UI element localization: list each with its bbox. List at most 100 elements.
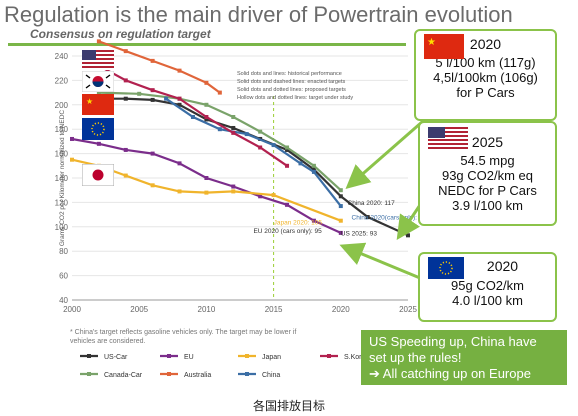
legend-marker: [245, 354, 249, 358]
data-point: [311, 169, 316, 174]
chart-line-style-note: Solid dots and dashed lines: enacted tar…: [237, 79, 345, 85]
data-point: [123, 96, 128, 101]
banner-line: ➔ All catching up on Europe: [369, 366, 531, 381]
eu-callout-line: 4.0 l/100 km: [452, 293, 523, 308]
us-callout-line: 54.5 mpg: [460, 153, 515, 168]
legend-marker: [327, 354, 331, 358]
y-tick-label: 100: [55, 223, 69, 232]
data-point: [285, 163, 290, 168]
legend-marker: [87, 372, 91, 376]
chart-line-style-note: Solid dots and dotted lines: proposed ta…: [237, 87, 346, 93]
y-tick-label: 200: [55, 101, 69, 110]
data-point: [258, 194, 263, 199]
chart-footnote: * China's target reflects gasoline vehic…: [70, 328, 370, 346]
eu-callout: 2020 95g CO2/km 4.0 l/100 km: [418, 252, 557, 322]
chart-line-style-note: Hollow dots and dotted lines: target und…: [237, 95, 353, 101]
data-point: [338, 218, 343, 223]
data-point: [204, 117, 209, 122]
data-point: [338, 230, 343, 235]
data-point: [217, 127, 222, 132]
data-point: [177, 102, 182, 107]
y-tick-label: 80: [59, 247, 68, 256]
banner-line: US Speeding up, China have: [369, 334, 537, 349]
y-tick-label: 140: [55, 174, 69, 183]
y-tick-label: 60: [59, 272, 68, 281]
data-point: [338, 204, 343, 209]
data-point: [177, 96, 182, 101]
data-point: [123, 147, 128, 152]
series-line: [98, 64, 288, 167]
us-callout-line: 3.9 l/100 km: [452, 198, 523, 213]
data-point: [338, 188, 343, 193]
title-divider: [8, 43, 406, 46]
chart-legend: US-Car EU Japan S.Korea Canada-Car Australia C…: [80, 354, 369, 379]
x-tick-label: 2010: [198, 305, 216, 314]
eu-callout-line: 95g CO2/km: [451, 278, 524, 293]
x-tick-label: 2000: [63, 305, 81, 314]
us-callout-year: 2025: [471, 134, 504, 150]
data-point: [177, 68, 182, 73]
legend-label: EU: [184, 354, 194, 361]
data-point: [150, 97, 155, 102]
china-callout-line: for P Cars: [456, 85, 515, 100]
legend-marker: [167, 372, 171, 376]
chart-annotation: US 2025: 93: [341, 230, 378, 237]
data-point: [164, 96, 169, 101]
data-point: [204, 80, 209, 85]
china-flag-icon: ★: [82, 94, 114, 115]
chart-annotation: China 2020(cars only): 106: [352, 214, 430, 221]
x-tick-label: 2015: [265, 305, 283, 314]
data-point: [150, 88, 155, 93]
data-point: [204, 102, 209, 107]
banner-line: set up the rules!: [369, 350, 462, 365]
data-point: [204, 190, 209, 195]
korea-flag-icon: [81, 70, 115, 93]
china-callout-year: 2020: [469, 36, 502, 52]
data-point: [150, 58, 155, 63]
legend-label: S.Korea: [344, 354, 369, 361]
eu-callout-year: 2020: [486, 258, 519, 274]
data-point: [311, 218, 316, 223]
legend-label: Japan: [262, 354, 281, 361]
chart-annotation: EU 2020 (cars only): 95: [253, 228, 322, 235]
chart-notes: China 2020: 117 China 2020(cars only): 10…: [237, 71, 430, 237]
data-point: [271, 193, 276, 198]
y-tick-label: 180: [55, 125, 69, 134]
data-point: [285, 147, 290, 152]
us-callout-line: NEDC for P Cars: [438, 183, 537, 198]
data-point: [406, 233, 410, 238]
japan-flag-icon: [81, 163, 115, 187]
data-point: [285, 145, 290, 150]
legend-label: US-Car: [104, 354, 128, 361]
data-point: [204, 115, 209, 119]
data-point: [311, 163, 316, 168]
y-tick-label: 160: [55, 150, 69, 159]
legend-label: China: [262, 372, 280, 379]
china-arrow: [345, 113, 431, 189]
data-point: [231, 115, 236, 119]
callout-arrows: [339, 113, 431, 280]
data-point: [231, 125, 236, 130]
y-tick-label: 40: [59, 296, 68, 305]
svg-text:★: ★: [86, 97, 93, 106]
chart-line-style-note: Solid dots and lines: historical perform…: [237, 71, 342, 77]
data-point: [70, 157, 74, 162]
data-point: [231, 130, 236, 135]
data-point: [311, 167, 316, 172]
chart-lines: [70, 39, 410, 238]
y-tick-label: 240: [55, 52, 69, 61]
data-point: [96, 39, 101, 44]
data-point: [258, 129, 263, 134]
image-caption: 各国排放目标: [252, 399, 325, 413]
data-point: [298, 161, 303, 166]
page-title: Regulation is the main driver of Powertr…: [4, 2, 513, 27]
series-line: [98, 91, 342, 192]
data-point: [96, 141, 101, 146]
x-tick-label: 2025: [399, 305, 417, 314]
data-point: [150, 183, 155, 188]
data-point: [96, 90, 101, 95]
data-point: [70, 136, 74, 141]
legend-label: Canada-Car: [104, 372, 143, 379]
data-point: [204, 176, 209, 180]
